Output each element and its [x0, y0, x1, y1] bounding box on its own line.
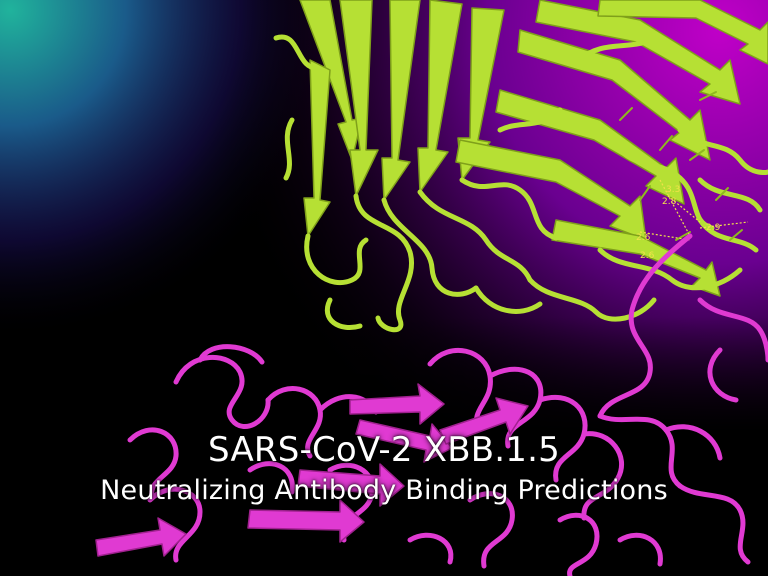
contact-distance-labels: 3.3 2.8 2.9 2.6 2.6	[636, 179, 749, 261]
spike-loops	[127, 233, 768, 576]
contact-label: 2.9	[706, 223, 721, 233]
spike-protein-structure	[95, 233, 768, 576]
contact-label: 3.3	[666, 185, 680, 195]
page-title: SARS-CoV-2 XBB.1.5	[208, 430, 560, 470]
page-subtitle: Neutralizing Antibody Binding Prediction…	[100, 475, 668, 506]
antibody-side-chains	[619, 91, 743, 241]
spike-beta-sheets	[95, 383, 529, 557]
contact-label: 2.6	[640, 251, 655, 261]
contact-label: 2.8	[662, 197, 677, 207]
antibody-loops	[273, 34, 768, 333]
contact-label: 2.6	[636, 233, 651, 243]
antibody-structure	[273, 0, 768, 333]
caption: SARS-CoV-2 XBB.1.5 Neutralizing Antibody…	[0, 428, 768, 510]
